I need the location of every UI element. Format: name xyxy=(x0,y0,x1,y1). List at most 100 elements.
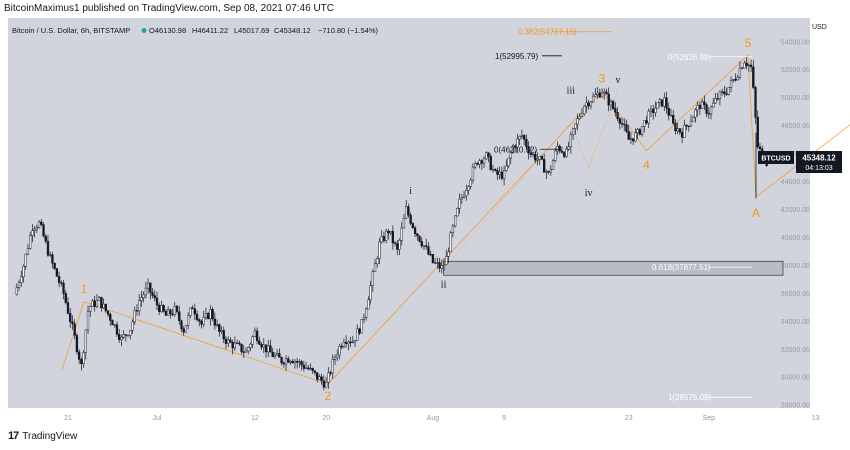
candle-body xyxy=(591,95,595,103)
candle-body xyxy=(33,228,36,231)
fib-level-label: 0.618(37877.51) xyxy=(652,263,711,272)
candle-body xyxy=(647,110,650,124)
candle-body xyxy=(565,148,568,157)
candle-body xyxy=(115,324,119,335)
candle-body xyxy=(82,352,85,364)
candle-body xyxy=(758,146,762,150)
wave-label-2: 2 xyxy=(325,389,332,403)
candle-body xyxy=(482,158,486,164)
price-axis xyxy=(758,18,810,408)
ohlc-close: C45348.12 xyxy=(274,26,311,35)
candle-body xyxy=(600,92,604,98)
candle-body xyxy=(725,93,728,95)
candle-body xyxy=(60,282,63,284)
ohlc-low-value: 45017.69 xyxy=(238,26,269,35)
candle-body xyxy=(22,266,25,278)
candle-body xyxy=(420,241,423,247)
candle-body xyxy=(756,116,759,148)
x-tick-label: 20 xyxy=(322,415,330,422)
candle-body xyxy=(338,346,341,356)
candle-body xyxy=(324,382,328,388)
candle-body xyxy=(527,146,530,154)
candle-body xyxy=(193,308,196,315)
candle-body xyxy=(447,251,450,257)
candle-body xyxy=(754,87,757,118)
candle-body xyxy=(505,165,508,171)
candle-body xyxy=(498,171,501,175)
y-tick-label: 38000.00 xyxy=(781,263,810,270)
candle-body xyxy=(467,186,470,191)
candle-body xyxy=(71,321,74,324)
x-tick-label: Aug xyxy=(427,415,440,422)
candle-body xyxy=(262,344,265,348)
candle-body xyxy=(398,240,401,250)
candle-body xyxy=(514,145,517,148)
candle-body xyxy=(391,231,395,244)
candle-body xyxy=(235,342,239,344)
candle-body xyxy=(609,101,613,106)
candle-body xyxy=(64,293,67,303)
candle-body xyxy=(153,295,156,299)
y-tick-label: 48000.00 xyxy=(781,123,810,130)
candle-body xyxy=(652,108,655,113)
candle-body xyxy=(329,372,332,374)
candle-body xyxy=(95,300,99,307)
candle-body xyxy=(222,330,225,340)
y-tick-label: 46000.00 xyxy=(781,151,810,158)
candle-body xyxy=(129,329,132,336)
fib-level-label: 0(46310.52) xyxy=(494,145,537,154)
candle-body xyxy=(632,138,635,142)
ohlc-high: H46411.22 xyxy=(192,26,228,35)
y-tick-label: 50000.00 xyxy=(781,95,810,102)
candle-body xyxy=(433,262,437,264)
y-tick-label: 54000.00 xyxy=(781,39,810,46)
tradingview-logo-icon: 17 xyxy=(8,430,19,442)
candle-body xyxy=(367,299,370,310)
candle-body xyxy=(49,254,52,256)
symbol-bar: Bitcoin / U.S. Dollar, 6h, BITSTAMP O461… xyxy=(12,26,379,35)
candle-body xyxy=(260,344,263,348)
candle-body xyxy=(625,124,628,132)
candle-body xyxy=(680,131,684,138)
candle-body xyxy=(29,235,32,249)
candle-body xyxy=(438,262,441,269)
candle-body xyxy=(407,206,410,216)
candle-body xyxy=(385,230,388,241)
candle-body xyxy=(15,287,18,296)
y-tick-label: 30000.00 xyxy=(781,375,810,382)
candle-body xyxy=(480,160,484,164)
candle-body xyxy=(547,171,550,173)
x-tick-label: Jul xyxy=(153,415,162,422)
candle-body xyxy=(649,108,653,112)
candle-body xyxy=(614,108,617,113)
candle-body xyxy=(287,358,290,363)
candle-body xyxy=(307,367,310,370)
candle-body xyxy=(215,324,219,326)
candle-body xyxy=(491,168,495,171)
wave-label-A: A xyxy=(752,206,760,220)
candle-body xyxy=(175,305,179,313)
candle-body xyxy=(77,351,81,360)
candle-body xyxy=(356,328,359,341)
candle-body xyxy=(545,171,548,173)
candle-body xyxy=(718,91,722,100)
last-price-symbol: BTCUSD xyxy=(761,156,790,163)
candle-body xyxy=(551,160,555,170)
candle-body xyxy=(53,262,56,269)
candle-body xyxy=(449,232,452,253)
candle-body xyxy=(598,92,601,98)
candle-body xyxy=(327,372,330,383)
candle-body xyxy=(187,315,190,326)
tradingview-footer[interactable]: 17 TradingView xyxy=(8,430,77,442)
candle-body xyxy=(496,170,499,175)
candle-body xyxy=(522,135,526,140)
candle-body xyxy=(709,106,713,115)
candle-body xyxy=(436,262,439,264)
wave-label-iii: iii xyxy=(567,85,576,96)
minor-wave-path xyxy=(407,90,619,269)
candle-body xyxy=(160,305,163,312)
candle-body xyxy=(571,128,575,136)
candle-body xyxy=(269,345,272,353)
candle-body xyxy=(712,102,715,108)
